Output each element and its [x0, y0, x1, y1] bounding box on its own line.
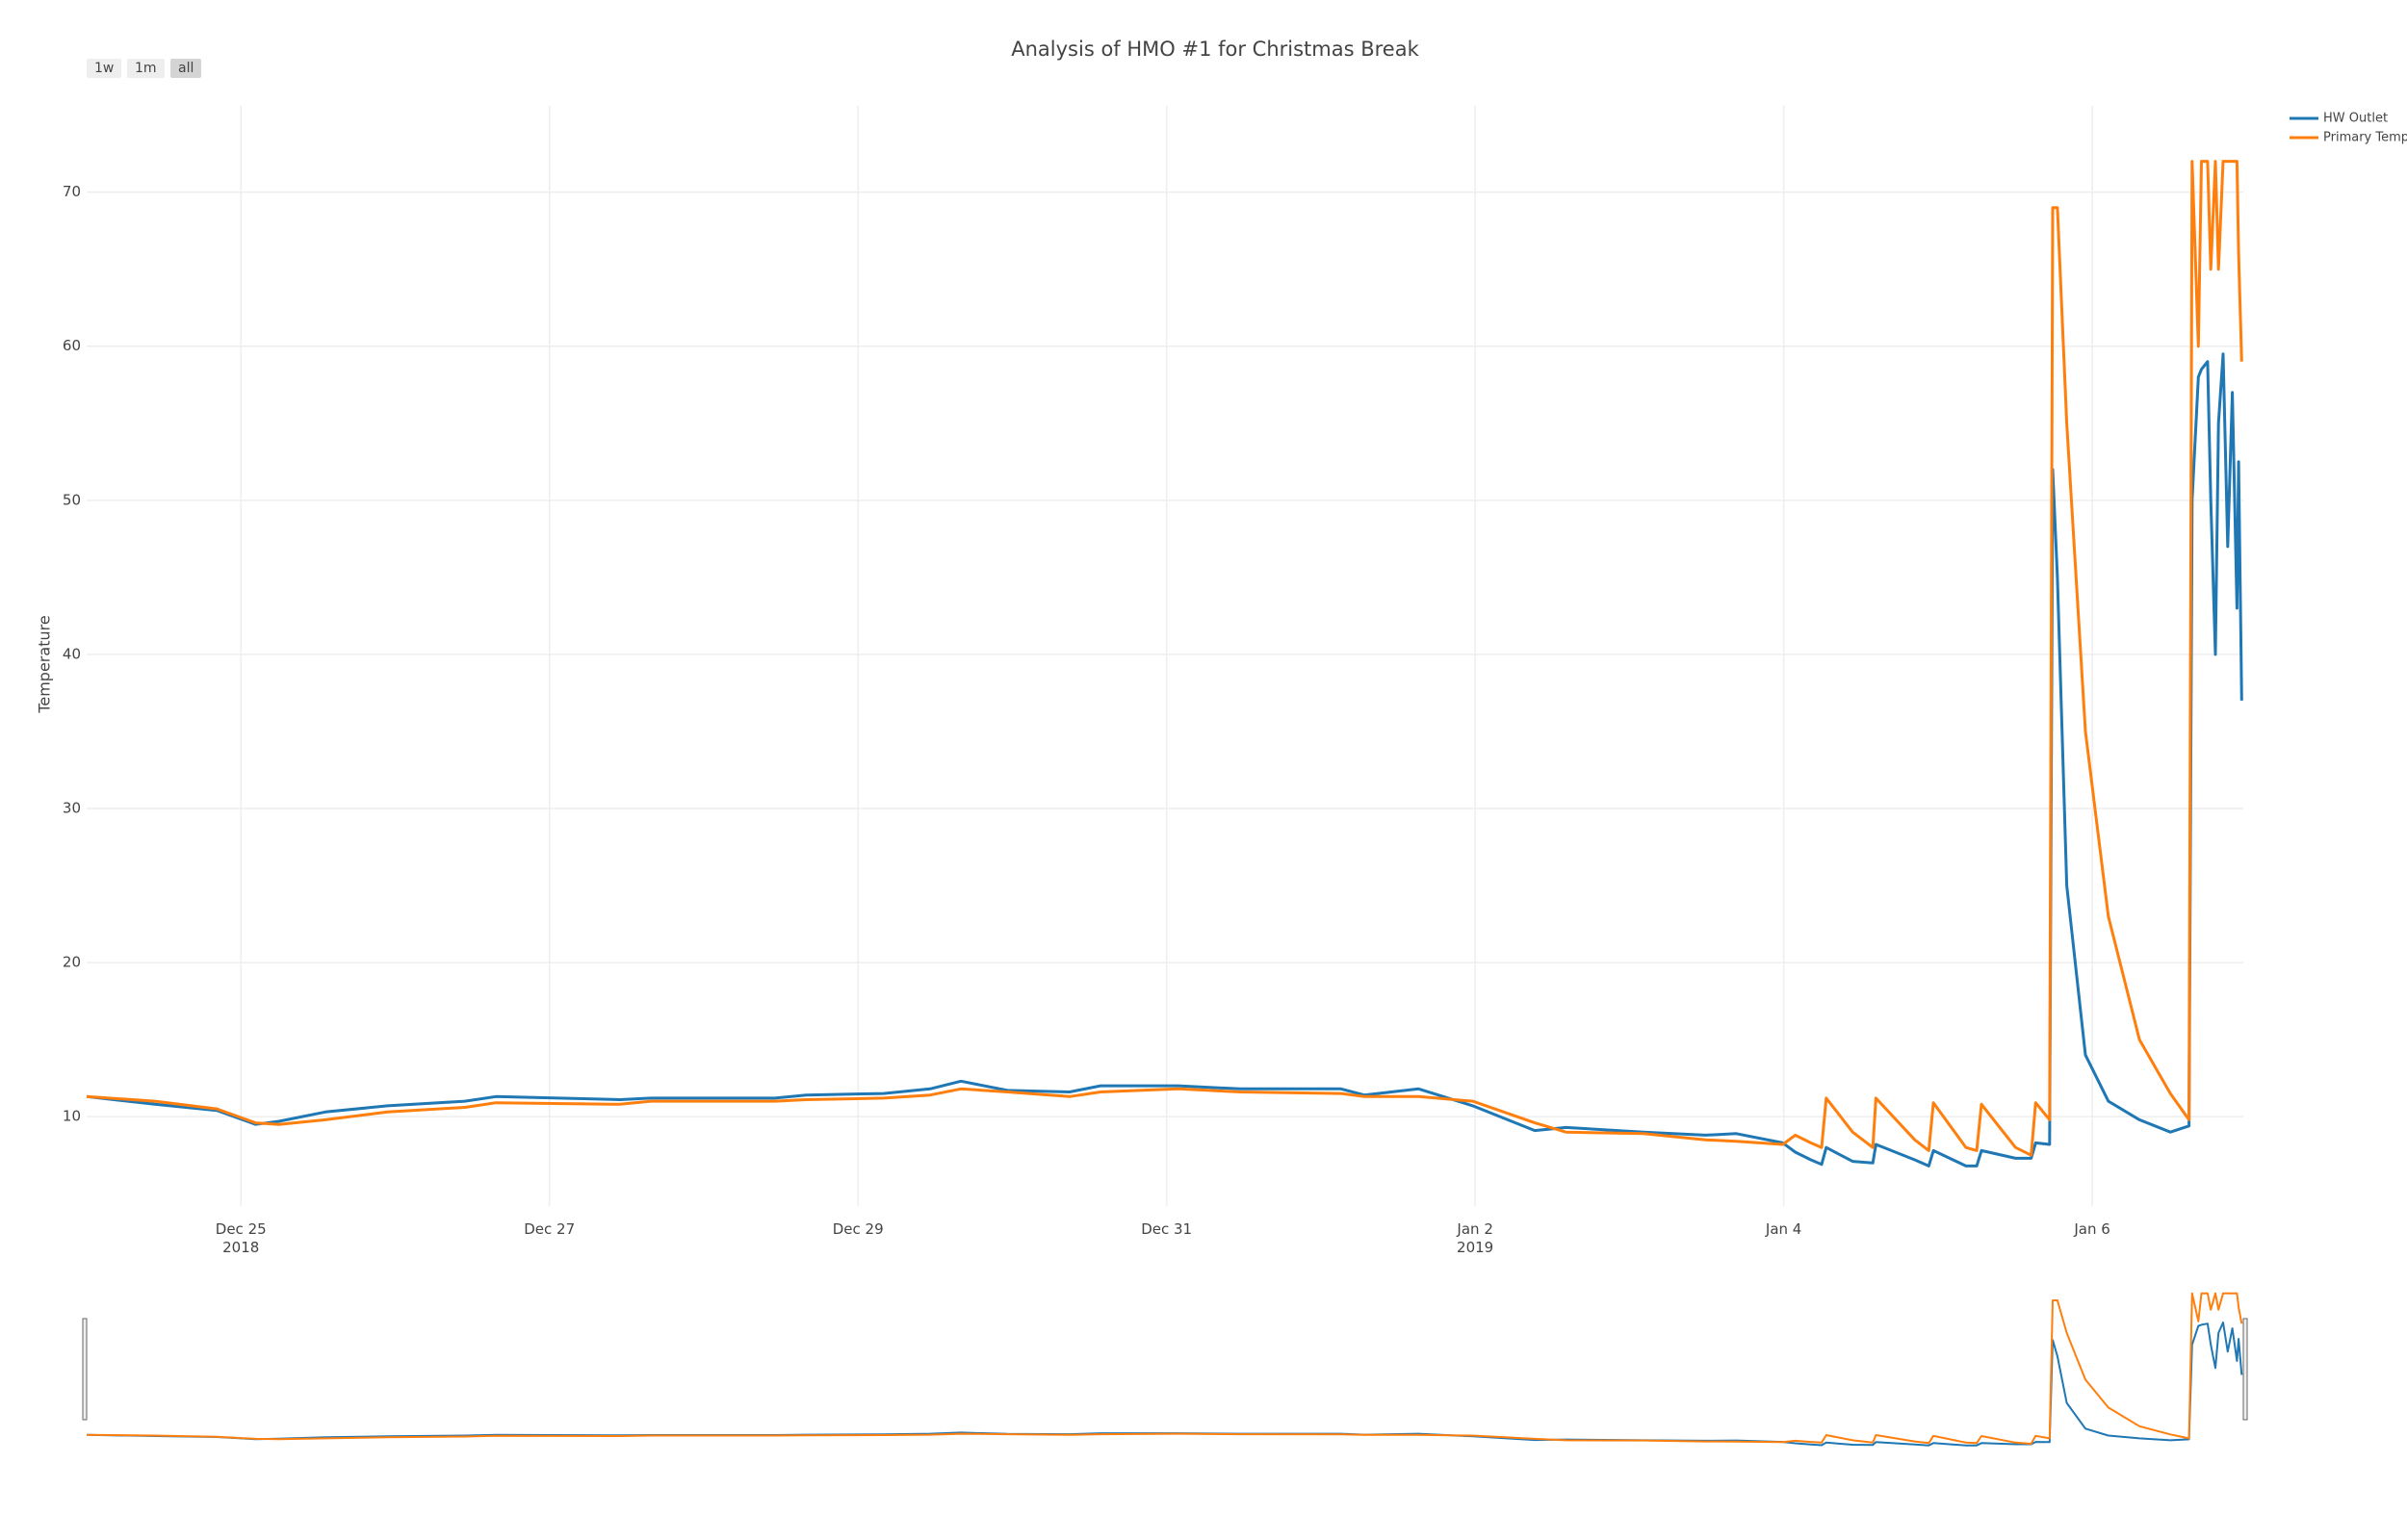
y-tick-label: 50 — [63, 491, 81, 508]
x-tick-label: Dec 29 — [832, 1220, 884, 1238]
series-line — [86, 352, 2243, 1168]
x-tick-label: Jan 4 — [1765, 1220, 1802, 1238]
slider-handle[interactable] — [82, 1318, 88, 1421]
y-tick-label: 10 — [63, 1108, 81, 1125]
chart-title: Analysis of HMO #1 for Christmas Break — [1011, 38, 1419, 61]
x-tick-label: Jan 2 2019 — [1457, 1220, 1494, 1256]
y-tick-label: 60 — [63, 337, 81, 354]
range-button[interactable]: all — [170, 59, 202, 78]
range-button[interactable]: 1m — [127, 59, 165, 78]
series-line — [86, 160, 2243, 1157]
y-tick-label: 30 — [63, 799, 81, 816]
y-tick-label: 40 — [63, 645, 81, 662]
legend-label: Primary Temp — [2323, 131, 2407, 145]
slider-line — [86, 1322, 2243, 1447]
y-tick-label: 20 — [63, 954, 81, 971]
x-tick-label: Dec 25 2018 — [215, 1220, 267, 1256]
legend-label: HW Outlet — [2323, 112, 2388, 126]
x-tick-label: Jan 6 — [2074, 1220, 2110, 1238]
range-button[interactable]: 1w — [87, 59, 122, 78]
y-tick-label: 70 — [63, 183, 81, 200]
x-tick-label: Dec 31 — [1141, 1220, 1193, 1238]
y-axis-title: Temperature — [36, 615, 54, 713]
slider-line — [86, 1292, 2243, 1445]
x-tick-label: Dec 27 — [524, 1220, 576, 1238]
slider-handle[interactable] — [2242, 1318, 2248, 1421]
